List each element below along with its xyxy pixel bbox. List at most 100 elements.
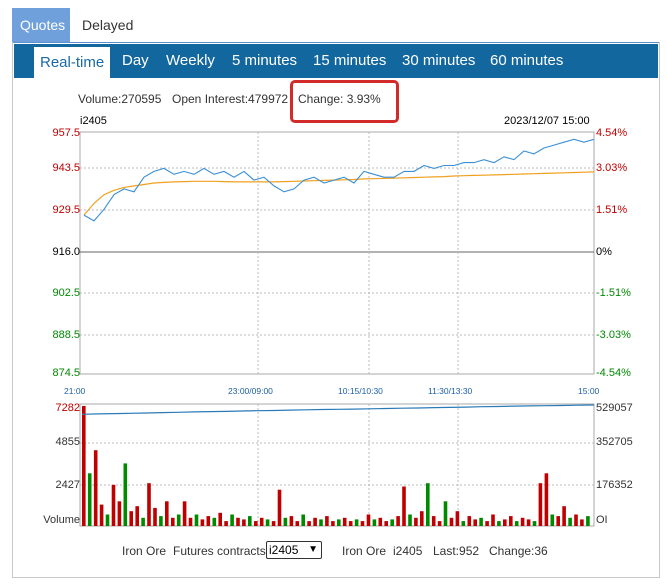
chevron-down-icon: ▼	[308, 544, 318, 555]
volume-bar	[520, 517, 525, 526]
percent-tick-label: -3.03%	[596, 329, 631, 341]
oi-tick-label: 176352	[596, 479, 633, 491]
volume-bar	[449, 517, 454, 526]
volume-bar	[526, 519, 531, 526]
price-plot-frame	[79, 131, 595, 375]
volume-bar	[236, 517, 240, 526]
volume-bar	[586, 516, 590, 526]
volume-bar	[455, 511, 460, 526]
time-tick-label: 21:00	[64, 386, 86, 396]
volume-tick-label: 2427	[55, 479, 80, 491]
volume-readout: Volume:270595	[78, 92, 162, 106]
volume-bar	[378, 517, 383, 526]
volume-bar	[390, 519, 394, 526]
volume-axis-title: Volume	[43, 514, 80, 526]
volume-bar	[556, 516, 560, 526]
quote-panel	[12, 42, 660, 578]
volume-bar	[93, 450, 98, 526]
volume-bar	[331, 521, 335, 526]
volume-bar	[230, 514, 234, 526]
volume-bar	[503, 519, 507, 526]
volume-bar	[218, 512, 222, 526]
volume-bar	[301, 514, 305, 526]
contract-select[interactable]: i2405 ▼	[266, 541, 322, 559]
oi-tick-label: 352705	[596, 436, 633, 448]
volume-bar	[538, 483, 543, 526]
tabs-divider	[12, 42, 659, 43]
tab-30-minutes[interactable]: 30 minutes	[402, 52, 476, 69]
tab-60-minutes[interactable]: 60 minutes	[490, 52, 564, 69]
product-name: Iron Ore	[342, 544, 387, 558]
volume-bar	[295, 521, 300, 526]
chart-symbol: i2405	[80, 115, 107, 127]
volume-bar	[87, 473, 92, 526]
volume-bar	[159, 516, 163, 526]
percent-tick-label: -4.54%	[596, 367, 631, 379]
percent-tick-label: 3.03%	[596, 162, 628, 174]
volume-bar	[212, 517, 217, 526]
volume-bar	[259, 517, 264, 526]
volume-bar	[254, 521, 258, 526]
volume-bar	[271, 521, 276, 526]
percent-tick-label: 1.51%	[596, 204, 628, 216]
tab-weekly[interactable]: Weekly	[166, 52, 215, 69]
volume-bar	[437, 521, 442, 526]
price-tick-label: 874.5	[52, 367, 80, 379]
contracts-label: Futures contracts	[173, 544, 266, 558]
tab-15-minutes[interactable]: 15 minutes	[313, 52, 387, 69]
range-tab-bar: Real-time Day Weekly 5 minutes 15 minute…	[14, 44, 658, 78]
volume-bar	[366, 514, 371, 526]
chart-datetime: 2023/12/07 15:00	[504, 115, 590, 127]
open-interest-line	[81, 404, 595, 415]
change-highlight-box	[290, 80, 399, 123]
volume-bar	[147, 483, 151, 526]
tab-5-minutes[interactable]: 5 minutes	[232, 52, 298, 69]
volume-bar	[123, 463, 128, 526]
volume-bar	[514, 521, 519, 526]
volume-bar	[82, 406, 86, 526]
volume-bar	[325, 516, 329, 526]
volume-bar	[372, 519, 377, 526]
volume-bar	[200, 519, 205, 526]
volume-bar	[408, 514, 412, 526]
volume-bar	[420, 511, 424, 526]
last-price: Last:952	[433, 544, 480, 558]
volume-bar	[206, 516, 211, 526]
percent-tick-label: 4.54%	[596, 127, 628, 139]
price-tick-label: 916.0	[52, 246, 80, 258]
price-tick-label: 902.5	[52, 287, 80, 299]
change-readout: Change: 3.93%	[298, 92, 381, 106]
volume-bar	[485, 521, 489, 526]
tab-quotes[interactable]: Quotes	[12, 8, 70, 42]
volume-bar	[248, 516, 252, 526]
volume-bar	[509, 516, 513, 526]
tab-day[interactable]: Day	[122, 52, 149, 69]
volume-bar	[384, 521, 388, 526]
volume-bar	[111, 484, 116, 526]
contract-code: i2405	[393, 544, 423, 558]
open-interest-readout: Open Interest:479972	[172, 92, 289, 106]
volume-bar	[224, 521, 228, 526]
time-tick-label: 23:00/09:00	[228, 386, 273, 396]
volume-bar	[188, 517, 193, 526]
volume-bar	[532, 521, 537, 526]
volume-bar	[396, 516, 400, 526]
volume-bar	[141, 517, 145, 526]
volume-bar	[574, 514, 578, 526]
average-price-line	[83, 171, 595, 216]
volume-bar	[414, 517, 418, 526]
volume-bar	[467, 516, 472, 526]
price-tick-label: 929.5	[52, 204, 80, 216]
time-tick-label: 10:15/10:30	[338, 386, 383, 396]
volume-bar	[313, 517, 317, 526]
tab-real-time[interactable]: Real-time	[34, 47, 111, 78]
volume-bar	[242, 519, 246, 526]
volume-bar	[337, 519, 341, 526]
volume-bar	[319, 519, 323, 526]
volume-bar	[153, 507, 157, 526]
volume-bar	[568, 517, 572, 526]
volume-bar	[580, 519, 584, 526]
volume-bar	[342, 517, 347, 526]
volume-bar	[426, 483, 430, 526]
volume-bar	[129, 511, 133, 526]
